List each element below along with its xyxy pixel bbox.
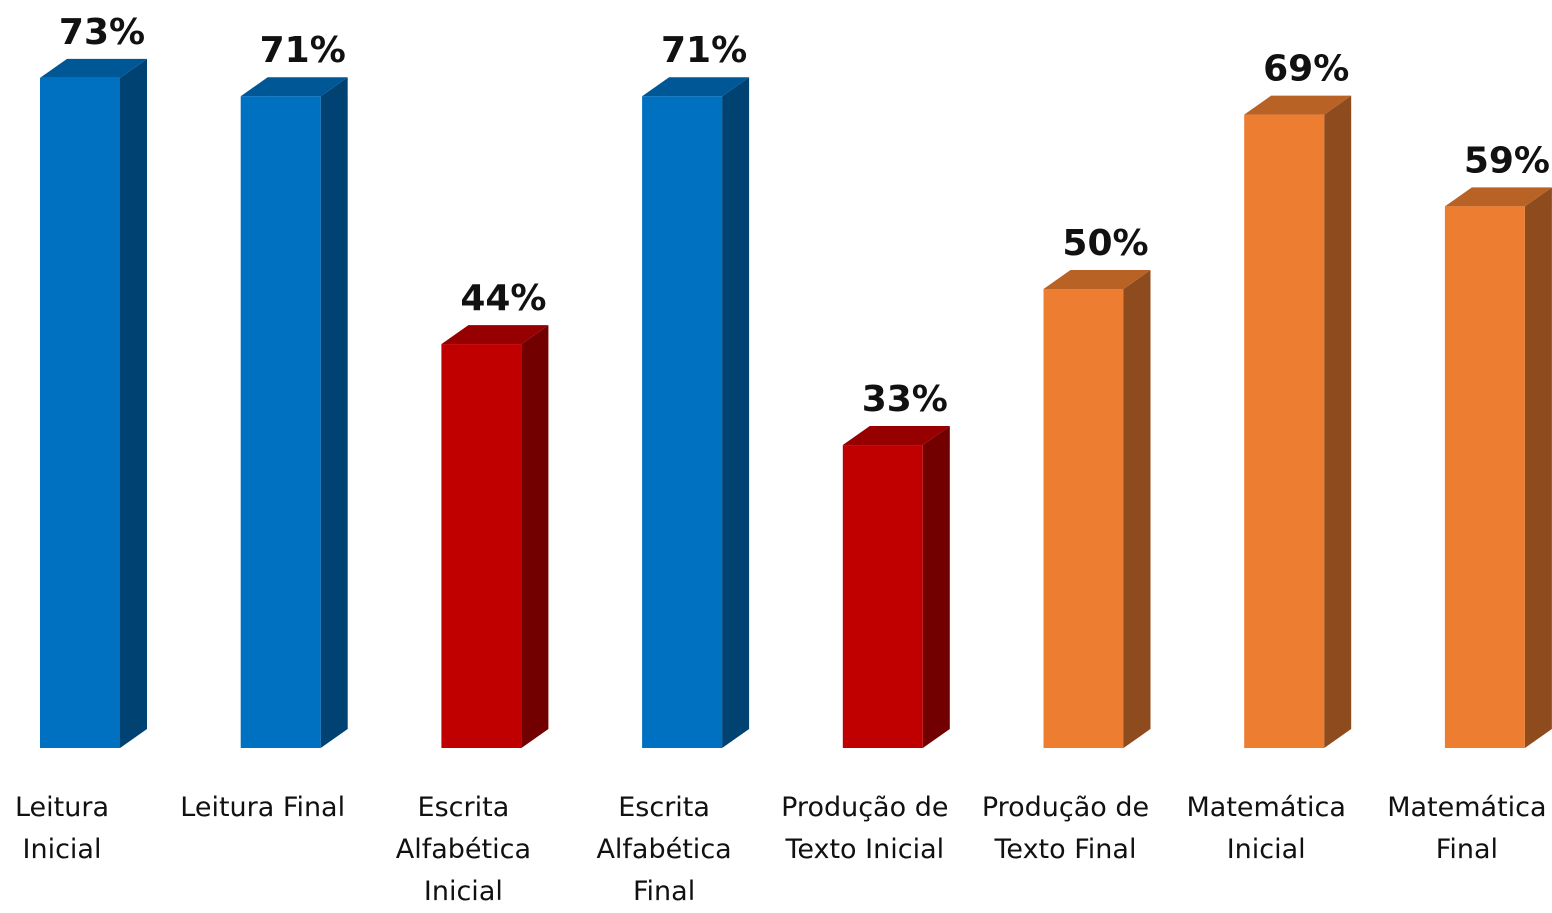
bar-side bbox=[521, 325, 549, 748]
category-label: Leitura Final bbox=[180, 792, 346, 823]
bar-top bbox=[441, 325, 549, 345]
bar bbox=[1043, 289, 1124, 748]
value-label: 44% bbox=[460, 278, 546, 319]
bar-top bbox=[40, 58, 147, 78]
category-label: Matemática Final bbox=[1387, 792, 1547, 865]
bar bbox=[240, 96, 321, 749]
bar-side bbox=[1524, 187, 1552, 748]
bar-side bbox=[1324, 95, 1352, 748]
value-label: 69% bbox=[1263, 49, 1349, 90]
value-label: 73% bbox=[59, 12, 145, 53]
value-label: 71% bbox=[661, 30, 747, 71]
category-label: Escrita Alfabética Inicial bbox=[395, 792, 532, 907]
category-label: Escrita Alfabética Final bbox=[596, 792, 732, 907]
bar-side bbox=[120, 58, 147, 749]
value-label: 59% bbox=[1464, 140, 1550, 181]
bar-top bbox=[642, 77, 750, 97]
bar-side bbox=[722, 77, 750, 749]
bar bbox=[1244, 114, 1325, 748]
bar bbox=[40, 77, 120, 749]
bar-side bbox=[1123, 270, 1151, 748]
value-label: 33% bbox=[862, 379, 948, 420]
value-label: 71% bbox=[260, 30, 346, 71]
bar-top bbox=[240, 77, 348, 97]
bar-side bbox=[922, 426, 950, 748]
value-label: 50% bbox=[1062, 223, 1148, 264]
bar-side bbox=[320, 77, 348, 749]
category-label: Produção de Texto Inicial bbox=[781, 792, 949, 865]
bar-top bbox=[1043, 270, 1151, 289]
category-label: Leitura Inicial bbox=[14, 792, 110, 865]
bar-top bbox=[842, 426, 950, 446]
bar-top bbox=[1444, 187, 1552, 207]
bar bbox=[1444, 206, 1525, 748]
category-label: Matemática Inicial bbox=[1186, 792, 1346, 865]
bar-top bbox=[1244, 95, 1352, 115]
bar bbox=[441, 344, 522, 748]
bar bbox=[842, 445, 923, 748]
category-label: Produção de Texto Final bbox=[981, 792, 1150, 865]
bar bbox=[642, 96, 723, 749]
